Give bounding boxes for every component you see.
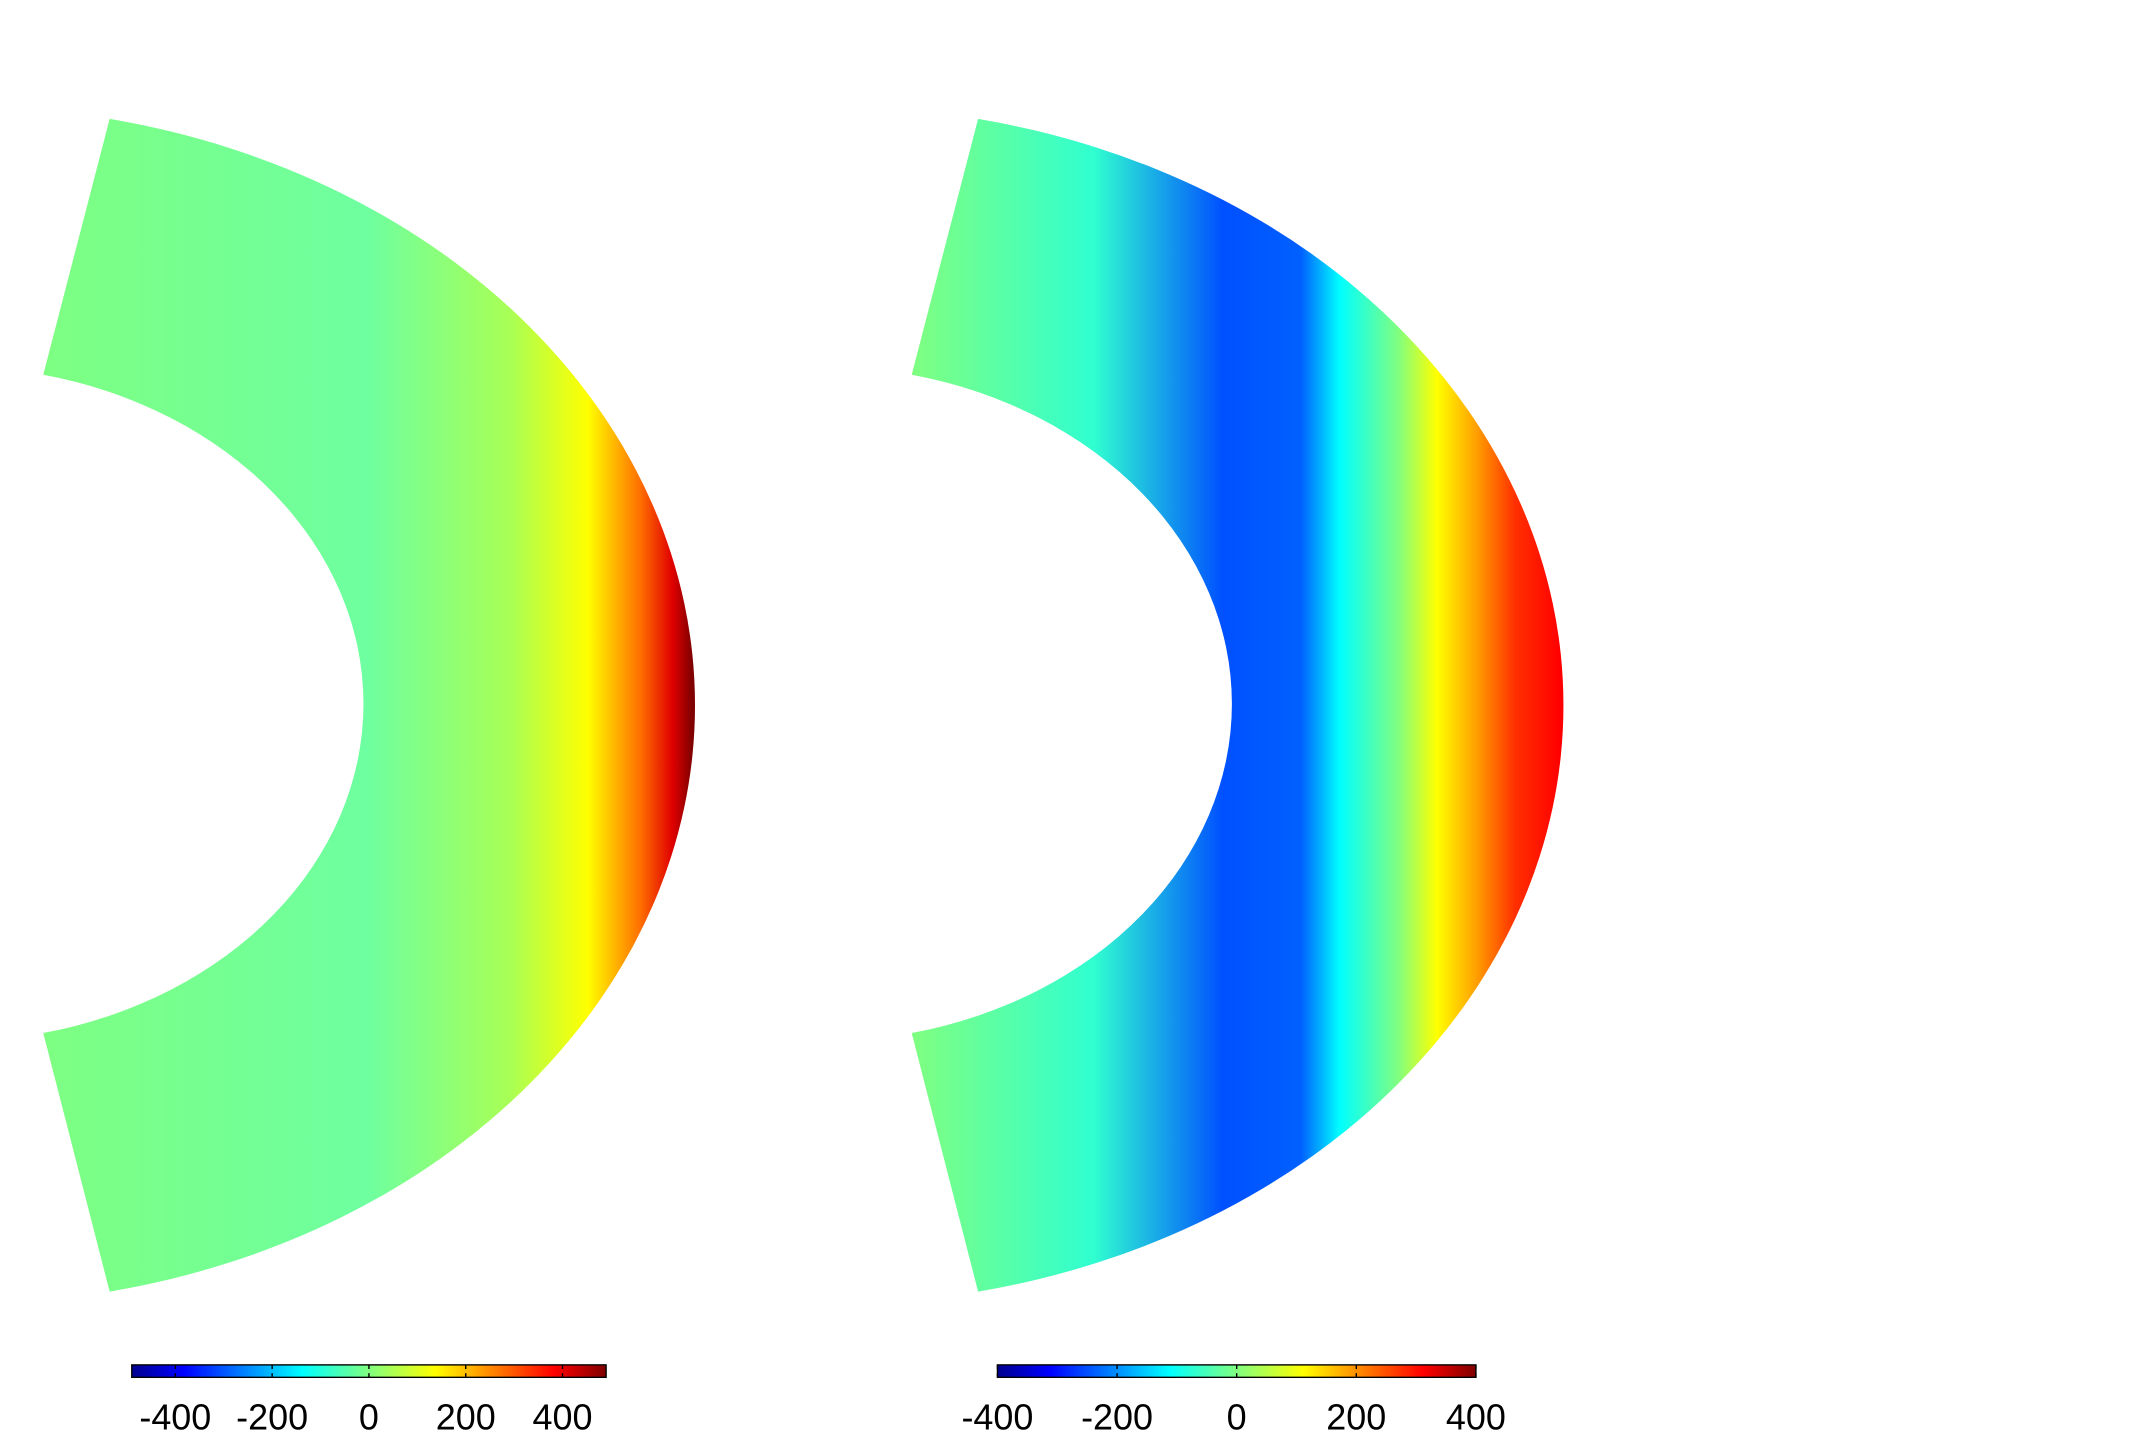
colorbar-tick-label: 400	[1446, 1397, 1506, 1438]
field-wedge	[911, 118, 1564, 1292]
colorbar-tick-label: 200	[1326, 1397, 1386, 1438]
colorbar-tick-label: -200	[1081, 1397, 1153, 1438]
colorbar-tick-label: -200	[236, 1397, 308, 1438]
colorbar-tick-label: 0	[359, 1397, 379, 1438]
field-wedge	[43, 118, 696, 1292]
colorbar-tick-label: -400	[961, 1397, 1033, 1438]
colorbar-tick-label: 400	[533, 1397, 593, 1438]
colorbar-tick-label: 0	[1227, 1397, 1247, 1438]
colorbar-tick-label: 200	[436, 1397, 496, 1438]
colorbar-tick-label: -400	[139, 1397, 211, 1438]
